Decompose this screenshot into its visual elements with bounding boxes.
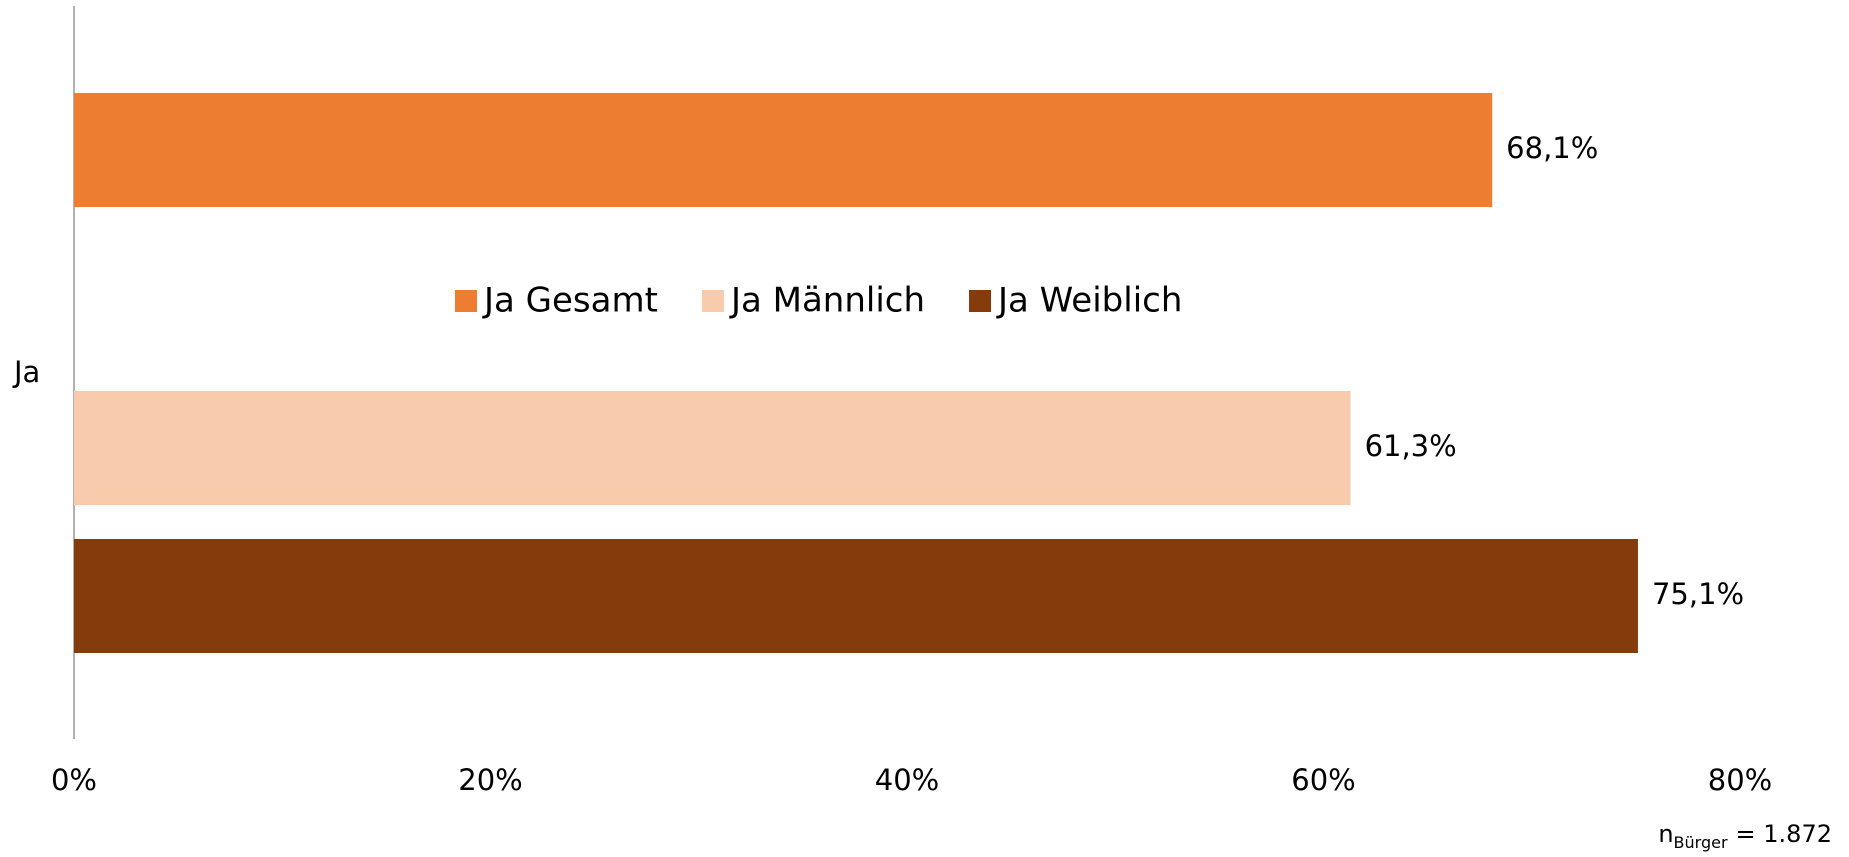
data-label: 61,3% [1365, 429, 1457, 463]
bar [74, 391, 1351, 505]
legend-swatch [969, 290, 992, 312]
bar [74, 539, 1638, 653]
y-tick-label: Ja [12, 355, 40, 389]
legend-label: Ja Weiblich [996, 281, 1182, 321]
note-main: n [1658, 820, 1673, 848]
legend-swatch [455, 290, 477, 312]
legend-label: Ja Gesamt [482, 281, 658, 321]
legend-swatch [701, 290, 724, 312]
note-rest: = 1.872 [1736, 820, 1832, 848]
x-tick-label: 60% [1291, 763, 1355, 797]
x-tick-label: 80% [1708, 763, 1772, 797]
x-tick-label: 20% [458, 763, 522, 797]
legend-label: Ja Männlich [729, 281, 925, 321]
x-tick-label: 40% [875, 763, 939, 797]
x-tick-label: 0% [51, 763, 97, 797]
note-sub: Bürger [1674, 833, 1728, 852]
data-label: 68,1% [1506, 131, 1598, 165]
note: nBürger = 1.872 [1658, 820, 1832, 852]
bar [74, 93, 1493, 207]
data-label: 75,1% [1652, 577, 1744, 611]
